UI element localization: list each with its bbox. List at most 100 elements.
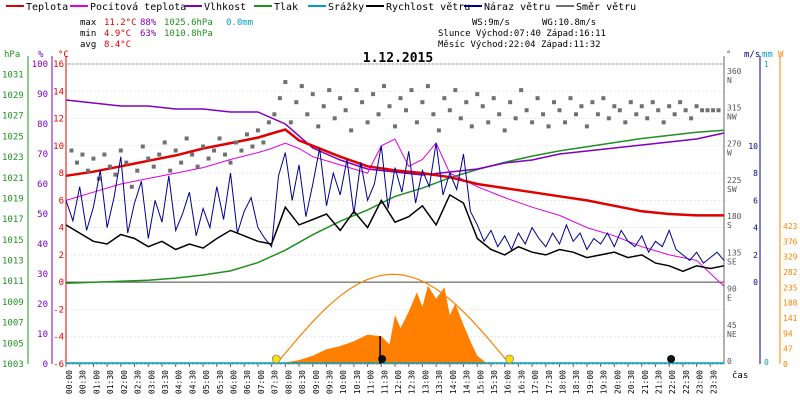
- stat-min-hum: 63%: [140, 29, 157, 39]
- hpa-tick-label: 1003: [2, 360, 24, 370]
- wind-dir-point: [316, 124, 321, 129]
- moonset-marker: [378, 355, 387, 363]
- stat-max-hum: 88%: [140, 18, 157, 28]
- wind-dir-point: [135, 168, 140, 173]
- series-teplota: [65, 128, 724, 217]
- wind-dir-point: [519, 88, 524, 93]
- stat-max-press: 1025.6hPa: [164, 18, 213, 28]
- pct-tick-label: 70: [37, 150, 48, 160]
- wind-dir-point: [612, 104, 617, 109]
- dir-cardinal-label: SE: [727, 257, 737, 266]
- pct-tick-label: 90: [37, 90, 48, 100]
- wind-dir-point: [420, 100, 425, 105]
- x-tick-label: 04:00: [175, 370, 184, 394]
- axis-units: hPa % °C ° m/s mm W: [4, 50, 784, 60]
- wind-dir-point: [190, 152, 195, 157]
- x-tick-label: 13:00: [421, 370, 430, 394]
- legend-smer: Směr větru: [576, 1, 636, 13]
- wind-dir-point: [711, 108, 716, 113]
- wind-dir-point: [244, 132, 249, 137]
- stat-wg: WG:10.8m/s: [542, 18, 596, 28]
- wind-dir-point: [689, 116, 694, 121]
- wind-dir-point: [338, 96, 343, 101]
- wind-dir-point: [360, 100, 365, 105]
- x-tick-label: 01:00: [92, 370, 101, 394]
- x-tick-label: 11:30: [380, 370, 389, 394]
- wind-dir-point: [195, 164, 200, 169]
- wind-dir-point: [486, 120, 491, 125]
- series-layer: [65, 80, 725, 365]
- wind-dir-point: [667, 104, 672, 109]
- ms-tick-label: 0: [753, 278, 758, 287]
- legend-tlak: Tlak: [274, 2, 298, 13]
- wind-dir-point: [562, 120, 567, 125]
- plot-frame: [65, 63, 725, 365]
- wind-dir-point: [294, 100, 299, 105]
- dir-tick-label: 360: [727, 67, 742, 76]
- wind-dir-point: [502, 128, 507, 133]
- sun-curve: [275, 273, 511, 365]
- wind-dir-point: [508, 100, 513, 105]
- x-tick-label: 08:00: [284, 370, 293, 394]
- stat-ws: WS:9m/s: [472, 18, 510, 28]
- series-vlhkost: [65, 99, 725, 176]
- w-tick-label: 141: [783, 314, 798, 323]
- temp-tick-label: 2: [59, 251, 64, 261]
- wind-dir-point: [535, 96, 540, 101]
- dir-tick-label: 225: [727, 176, 742, 185]
- x-tick-label: 13:30: [435, 370, 444, 394]
- wind-dir-point: [541, 112, 546, 117]
- x-tick-label: 03:30: [161, 370, 170, 394]
- wind-dir-point: [414, 120, 419, 125]
- dir-tick-label: 0: [727, 357, 732, 366]
- wind-dir-point: [480, 104, 485, 109]
- hpa-tick-label: 1019: [2, 194, 24, 204]
- hpa-tick-label: 1013: [2, 257, 24, 267]
- dir-tick-label: 90: [727, 285, 737, 294]
- ms-tick-label: 2: [753, 251, 758, 260]
- wind-dir-point: [552, 100, 557, 105]
- wind-dir-point: [327, 88, 332, 93]
- wind-dir-point: [310, 92, 315, 97]
- pct-tick-label: 10: [37, 330, 48, 340]
- wind-dir-point: [129, 184, 134, 189]
- x-tick-label: 14:00: [449, 370, 458, 394]
- x-tick-label: 20:30: [627, 370, 636, 394]
- x-tick-label: 07:30: [271, 370, 280, 394]
- pct-tick-label: 20: [37, 300, 48, 310]
- legend-teplota: Teplota: [26, 2, 68, 13]
- series-tlak: [65, 129, 725, 285]
- wind-dir-point: [425, 84, 430, 89]
- series-naraz: [65, 143, 725, 264]
- wind-dir-point: [228, 160, 233, 165]
- temp-tick-label: 6: [59, 196, 64, 206]
- dir-cardinal-label: E: [727, 294, 732, 303]
- dir-tick-label: 315: [727, 103, 742, 112]
- x-tick-label: 17:00: [531, 370, 540, 394]
- stat-max-temp: 11.2°C: [104, 18, 137, 28]
- x-tick-label: 18:30: [572, 370, 581, 394]
- wind-dir-point: [382, 84, 387, 89]
- dir-tick-label: 270: [727, 140, 742, 149]
- legend-pocitova: Pocitová teplota: [90, 1, 186, 13]
- x-tick-label: 01:30: [106, 370, 115, 394]
- x-tick-label: 00:30: [79, 370, 88, 394]
- pct-tick-label: 0: [43, 360, 48, 370]
- hpa-tick-label: 1021: [2, 174, 24, 184]
- hpa-tick-label: 1025: [2, 132, 24, 142]
- wind-dir-point: [376, 112, 381, 117]
- pct-tick-label: 100: [32, 60, 48, 70]
- dir-cardinal-label: W: [727, 149, 732, 158]
- w-tick-label: 235: [783, 283, 798, 292]
- hpa-tick-label: 1015: [2, 236, 24, 246]
- wind-dir-point: [475, 92, 480, 97]
- wind-dir-point: [118, 148, 123, 153]
- wind-dir-point: [497, 112, 502, 117]
- wind-dir-point: [656, 108, 661, 113]
- legend-vlhkost: Vlhkost: [204, 2, 246, 13]
- x-tick-label: 05:00: [202, 370, 211, 394]
- grid: [65, 63, 725, 365]
- wind-dir-point: [584, 124, 589, 129]
- legend: Teplota Pocitová teplota Vlhkost Tlak Sr…: [6, 1, 636, 13]
- wind-dir-point: [700, 108, 705, 113]
